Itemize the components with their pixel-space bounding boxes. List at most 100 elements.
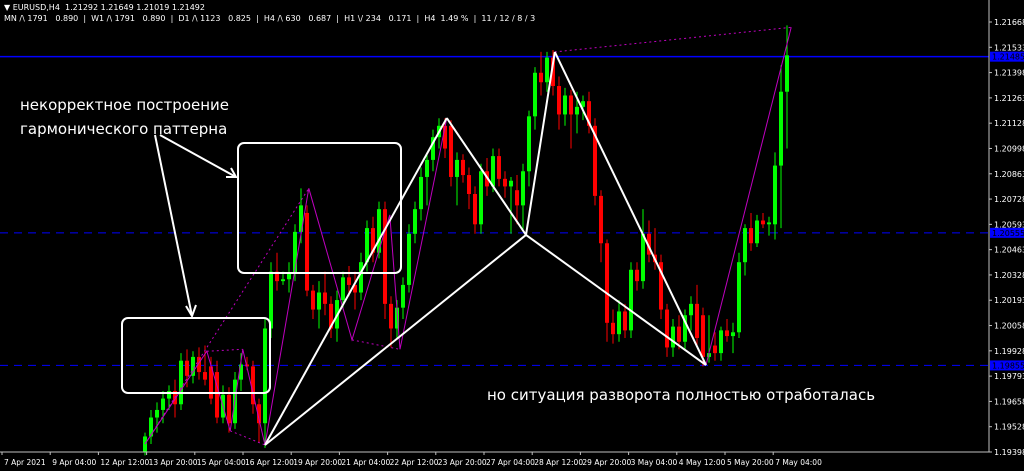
- candle: [647, 220, 651, 263]
- candle-body: [611, 322, 615, 335]
- candle: [695, 284, 699, 348]
- candle-body: [467, 175, 471, 194]
- price-tick-label: 1.20593: [994, 220, 1024, 229]
- candle-body: [269, 271, 273, 329]
- arrow-head-icon: [185, 304, 197, 319]
- candle: [149, 409, 153, 445]
- candle-body: [209, 366, 213, 399]
- candle: [431, 129, 435, 172]
- candle-body: [425, 159, 429, 177]
- zigzag-dotted-line: [206, 348, 243, 352]
- price-tick-label: 1.20863: [994, 170, 1024, 179]
- annotation-text-line-2: гармонического паттерна: [20, 120, 228, 138]
- candle: [287, 262, 291, 293]
- candle-body: [359, 262, 363, 293]
- candle-body: [263, 328, 267, 424]
- candle: [641, 209, 645, 289]
- candle: [347, 265, 351, 297]
- time-tick-label: 21 Apr 04:00: [341, 458, 390, 467]
- candle: [353, 271, 357, 310]
- zigzag-dotted-line: [230, 430, 266, 446]
- candle-body: [347, 277, 351, 285]
- candle: [569, 89, 573, 149]
- time-tick-label: 12 Apr 12:00: [100, 458, 149, 467]
- candle-body: [449, 125, 453, 177]
- candle: [305, 205, 309, 297]
- candle: [263, 319, 267, 448]
- candle-body: [635, 269, 639, 282]
- candle-body: [701, 315, 705, 357]
- candle-body: [473, 194, 477, 225]
- candle: [581, 95, 585, 121]
- candle: [419, 167, 423, 221]
- time-tick-label: 7 May 04:00: [775, 458, 822, 467]
- candle-body: [659, 262, 663, 310]
- candle-body: [533, 72, 537, 117]
- zigzag-dotted-line: [144, 188, 310, 445]
- candle: [527, 110, 531, 187]
- candle-body: [371, 228, 375, 253]
- annotation-arrow: [154, 134, 193, 317]
- candle: [407, 224, 411, 293]
- candle-body: [281, 279, 285, 282]
- candle-body: [461, 159, 465, 176]
- price-tick-label: 1.20728: [994, 195, 1024, 204]
- candle-body: [581, 101, 585, 107]
- annotation-box: [121, 317, 271, 394]
- candle-body: [623, 311, 627, 331]
- annotation-box: [237, 142, 402, 274]
- candle: [635, 262, 639, 291]
- candle-body: [563, 95, 567, 115]
- candle-body: [773, 165, 777, 225]
- candle: [203, 345, 207, 386]
- candle: [497, 148, 501, 187]
- candle: [749, 212, 753, 251]
- candle-body: [419, 176, 423, 210]
- candle-body: [569, 95, 573, 115]
- candle: [605, 239, 609, 342]
- time-tick-label: 22 Apr 12:00: [390, 458, 439, 467]
- candle: [449, 120, 453, 187]
- candle-body: [431, 137, 435, 160]
- candle: [311, 284, 315, 320]
- candle: [671, 319, 675, 357]
- candle: [215, 360, 219, 424]
- candle-body: [587, 101, 591, 126]
- candle: [767, 216, 771, 236]
- candle-body: [503, 178, 507, 187]
- candle: [731, 322, 735, 354]
- price-tick-label: 1.19793: [994, 372, 1024, 381]
- candle-body: [239, 364, 243, 380]
- candle: [659, 254, 663, 320]
- time-tick-label: 7 Apr 2021: [4, 458, 46, 467]
- candle: [725, 319, 729, 342]
- zigzag-dotted-line: [554, 26, 792, 53]
- price-tick-label: 1.19658: [994, 397, 1024, 406]
- candle-body: [521, 171, 525, 206]
- candle-body: [695, 303, 699, 338]
- harmonic-pattern-line: [553, 51, 707, 366]
- candle-body: [443, 125, 447, 149]
- zigzag-line: [144, 117, 448, 446]
- candle-body: [551, 57, 555, 87]
- harmonic-pattern-line: [525, 234, 707, 366]
- candle: [563, 87, 567, 126]
- candle-body: [191, 356, 195, 376]
- candle: [683, 309, 687, 350]
- candle-body: [599, 195, 603, 244]
- candle-body: [731, 332, 735, 337]
- candle: [191, 351, 195, 384]
- symbol-ohlc-text: EURUSD,H4 1.21292 1.21649 1.21019 1.2149…: [12, 3, 205, 12]
- candle-body: [725, 330, 729, 337]
- candle: [359, 252, 363, 301]
- candle: [509, 176, 513, 234]
- time-tick-label: 28 Apr 12:00: [534, 458, 583, 467]
- zigzag-dotted-line: [351, 339, 401, 350]
- candle: [155, 402, 159, 433]
- price-level-badge: [990, 227, 1024, 238]
- dropdown-triangle-icon[interactable]: ▼: [4, 3, 13, 12]
- candle: [467, 167, 471, 210]
- candle: [503, 171, 507, 198]
- candle-body: [689, 303, 693, 316]
